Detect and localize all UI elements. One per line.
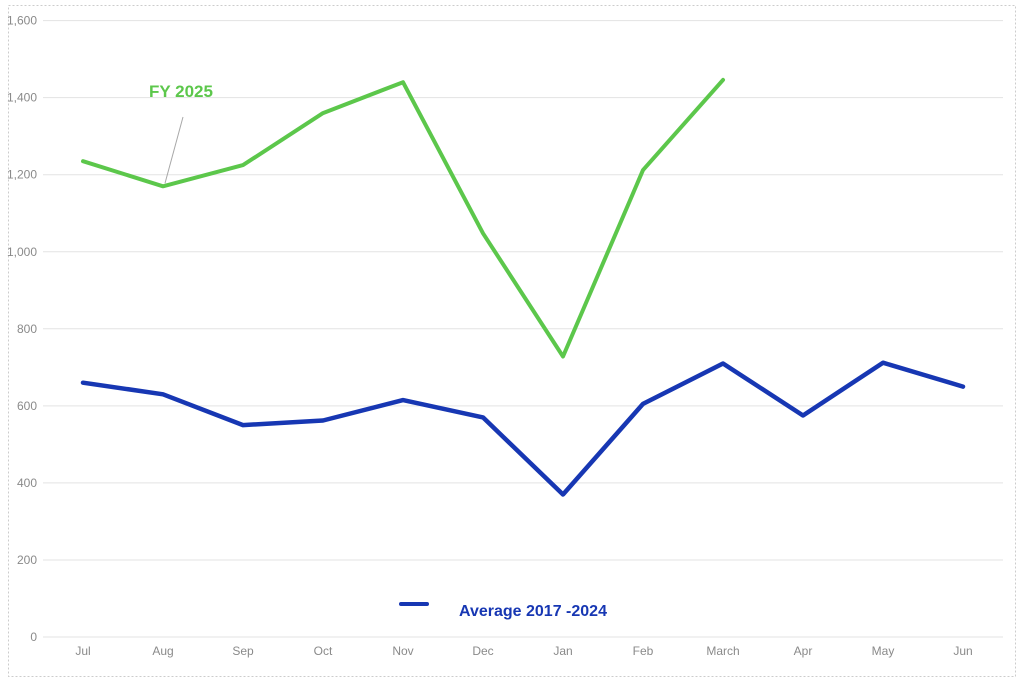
y-tick-label: 1,400 — [7, 91, 37, 105]
x-tick-label: Nov — [392, 644, 413, 658]
y-tick-label: 400 — [17, 476, 37, 490]
series-annotation-label: FY 2025 — [149, 82, 213, 101]
annotation-leader-line — [164, 116, 184, 184]
series-line-fy-2025 — [81, 77, 725, 359]
x-axis-labels: Jul Aug Sep Oct Nov Dec Jan Feb March Apr May Jun — [75, 644, 972, 658]
chart-outer-border — [8, 5, 1016, 677]
x-tick-label: March — [706, 644, 739, 658]
x-tick-label: Sep — [232, 644, 254, 658]
y-tick-label: 200 — [17, 553, 37, 567]
y-tick-label: 1,200 — [7, 168, 37, 182]
x-tick-label: Aug — [152, 644, 173, 658]
y-tick-label: 1,000 — [7, 245, 37, 259]
x-tick-label: Jan — [553, 644, 572, 658]
y-gridlines — [43, 20, 1003, 638]
y-tick-label: 600 — [17, 399, 37, 413]
series-annotation: FY 2025 — [149, 82, 213, 184]
x-tick-label: Apr — [794, 644, 813, 658]
series-line-average-2017-2024 — [80, 360, 966, 497]
y-axis-labels: 0 200 400 600 800 1,000 1,200 1,400 1,600 — [7, 14, 37, 644]
y-tick-label: 0 — [30, 630, 37, 644]
x-tick-label: Jul — [75, 644, 90, 658]
chart-legend: Average 2017 -2024 — [399, 602, 607, 620]
x-tick-label: Oct — [314, 644, 333, 658]
y-tick-label: 800 — [17, 322, 37, 336]
series-lines — [80, 77, 966, 497]
x-tick-label: May — [872, 644, 895, 658]
x-tick-label: Jun — [953, 644, 972, 658]
x-tick-label: Dec — [472, 644, 493, 658]
legend-label: Average 2017 -2024 — [459, 603, 607, 620]
y-tick-label: 1,600 — [7, 14, 37, 28]
x-tick-label: Feb — [633, 644, 654, 658]
